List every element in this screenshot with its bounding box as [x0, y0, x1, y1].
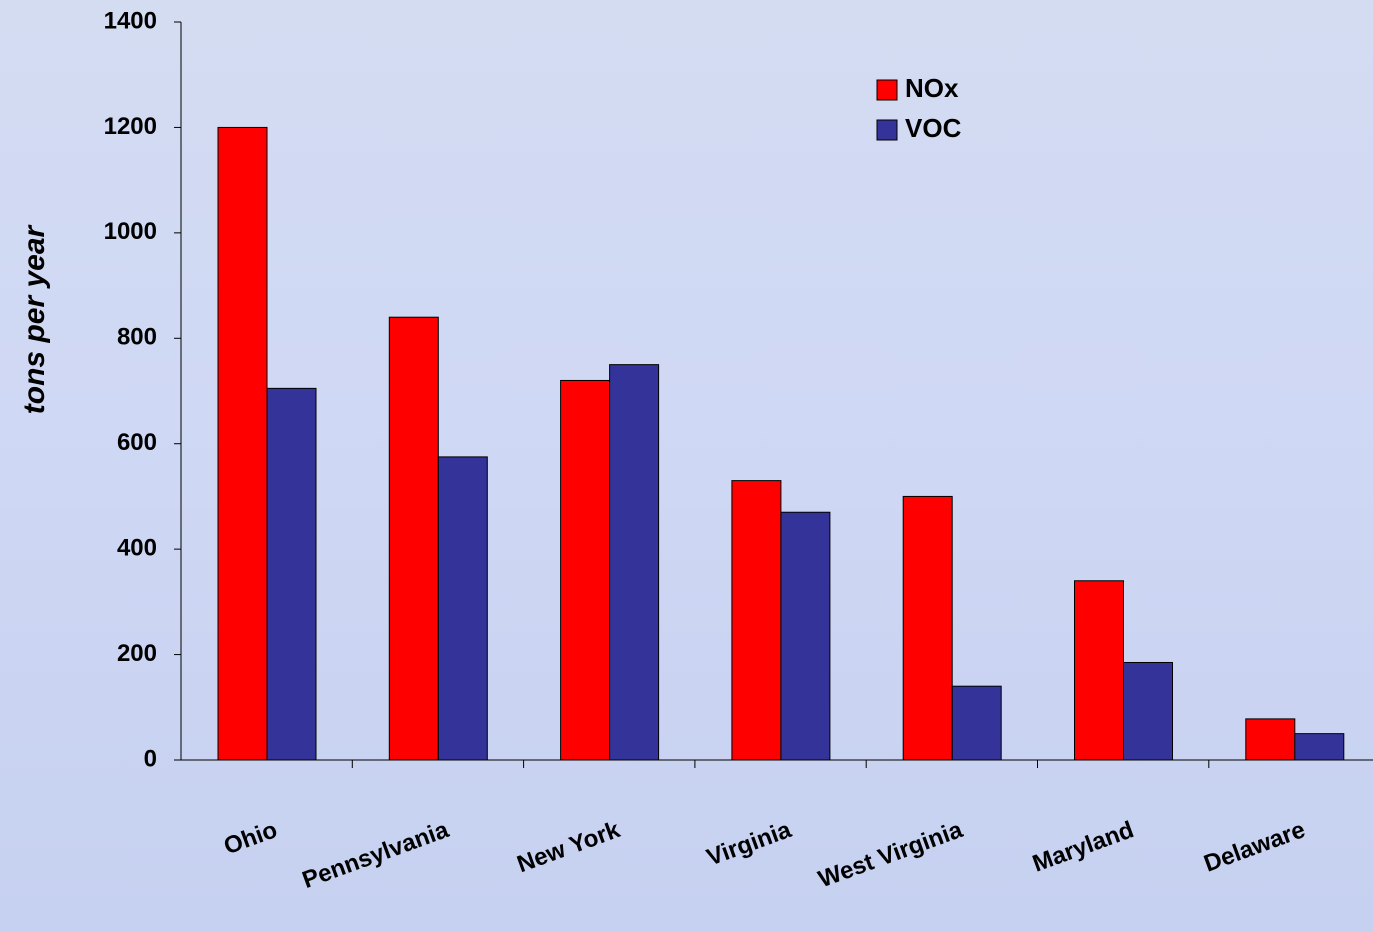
x-tick-label: Virginia	[703, 816, 795, 872]
y-tick-label: 800	[117, 324, 157, 351]
bar	[1074, 580, 1124, 761]
y-tick-label: 1200	[104, 113, 157, 140]
bar	[560, 379, 611, 761]
y-tick-label: 1400	[104, 7, 157, 34]
bar	[437, 456, 488, 761]
y-tick-label: 0	[144, 745, 157, 772]
x-tick-label: Delaware	[1200, 816, 1308, 877]
bar	[951, 685, 1002, 761]
bar	[388, 316, 439, 761]
y-tick-label: 600	[117, 429, 157, 456]
bar	[1245, 718, 1296, 761]
bar	[780, 511, 831, 761]
bar	[731, 480, 782, 761]
legend-swatch	[876, 79, 898, 101]
x-tick-label: Pennsylvania	[299, 816, 453, 894]
y-tick-label: 400	[117, 534, 157, 561]
legend-swatch	[876, 119, 898, 141]
bar	[266, 387, 317, 761]
x-tick-label: Maryland	[1029, 816, 1137, 877]
y-tick-label: 1000	[104, 218, 157, 245]
legend-label: VOC	[905, 113, 962, 143]
y-axis-label: tons per year	[18, 223, 51, 414]
bar	[1123, 661, 1173, 761]
bar	[217, 126, 268, 761]
legend-label: NOx	[905, 73, 959, 103]
x-tick-label: Ohio	[220, 816, 281, 860]
bar	[1294, 733, 1345, 761]
bar	[609, 364, 660, 761]
y-tick-label: 200	[117, 640, 157, 667]
x-tick-label: West Virginia	[815, 816, 967, 893]
x-tick-label: New York	[514, 816, 625, 878]
bar	[902, 495, 953, 761]
